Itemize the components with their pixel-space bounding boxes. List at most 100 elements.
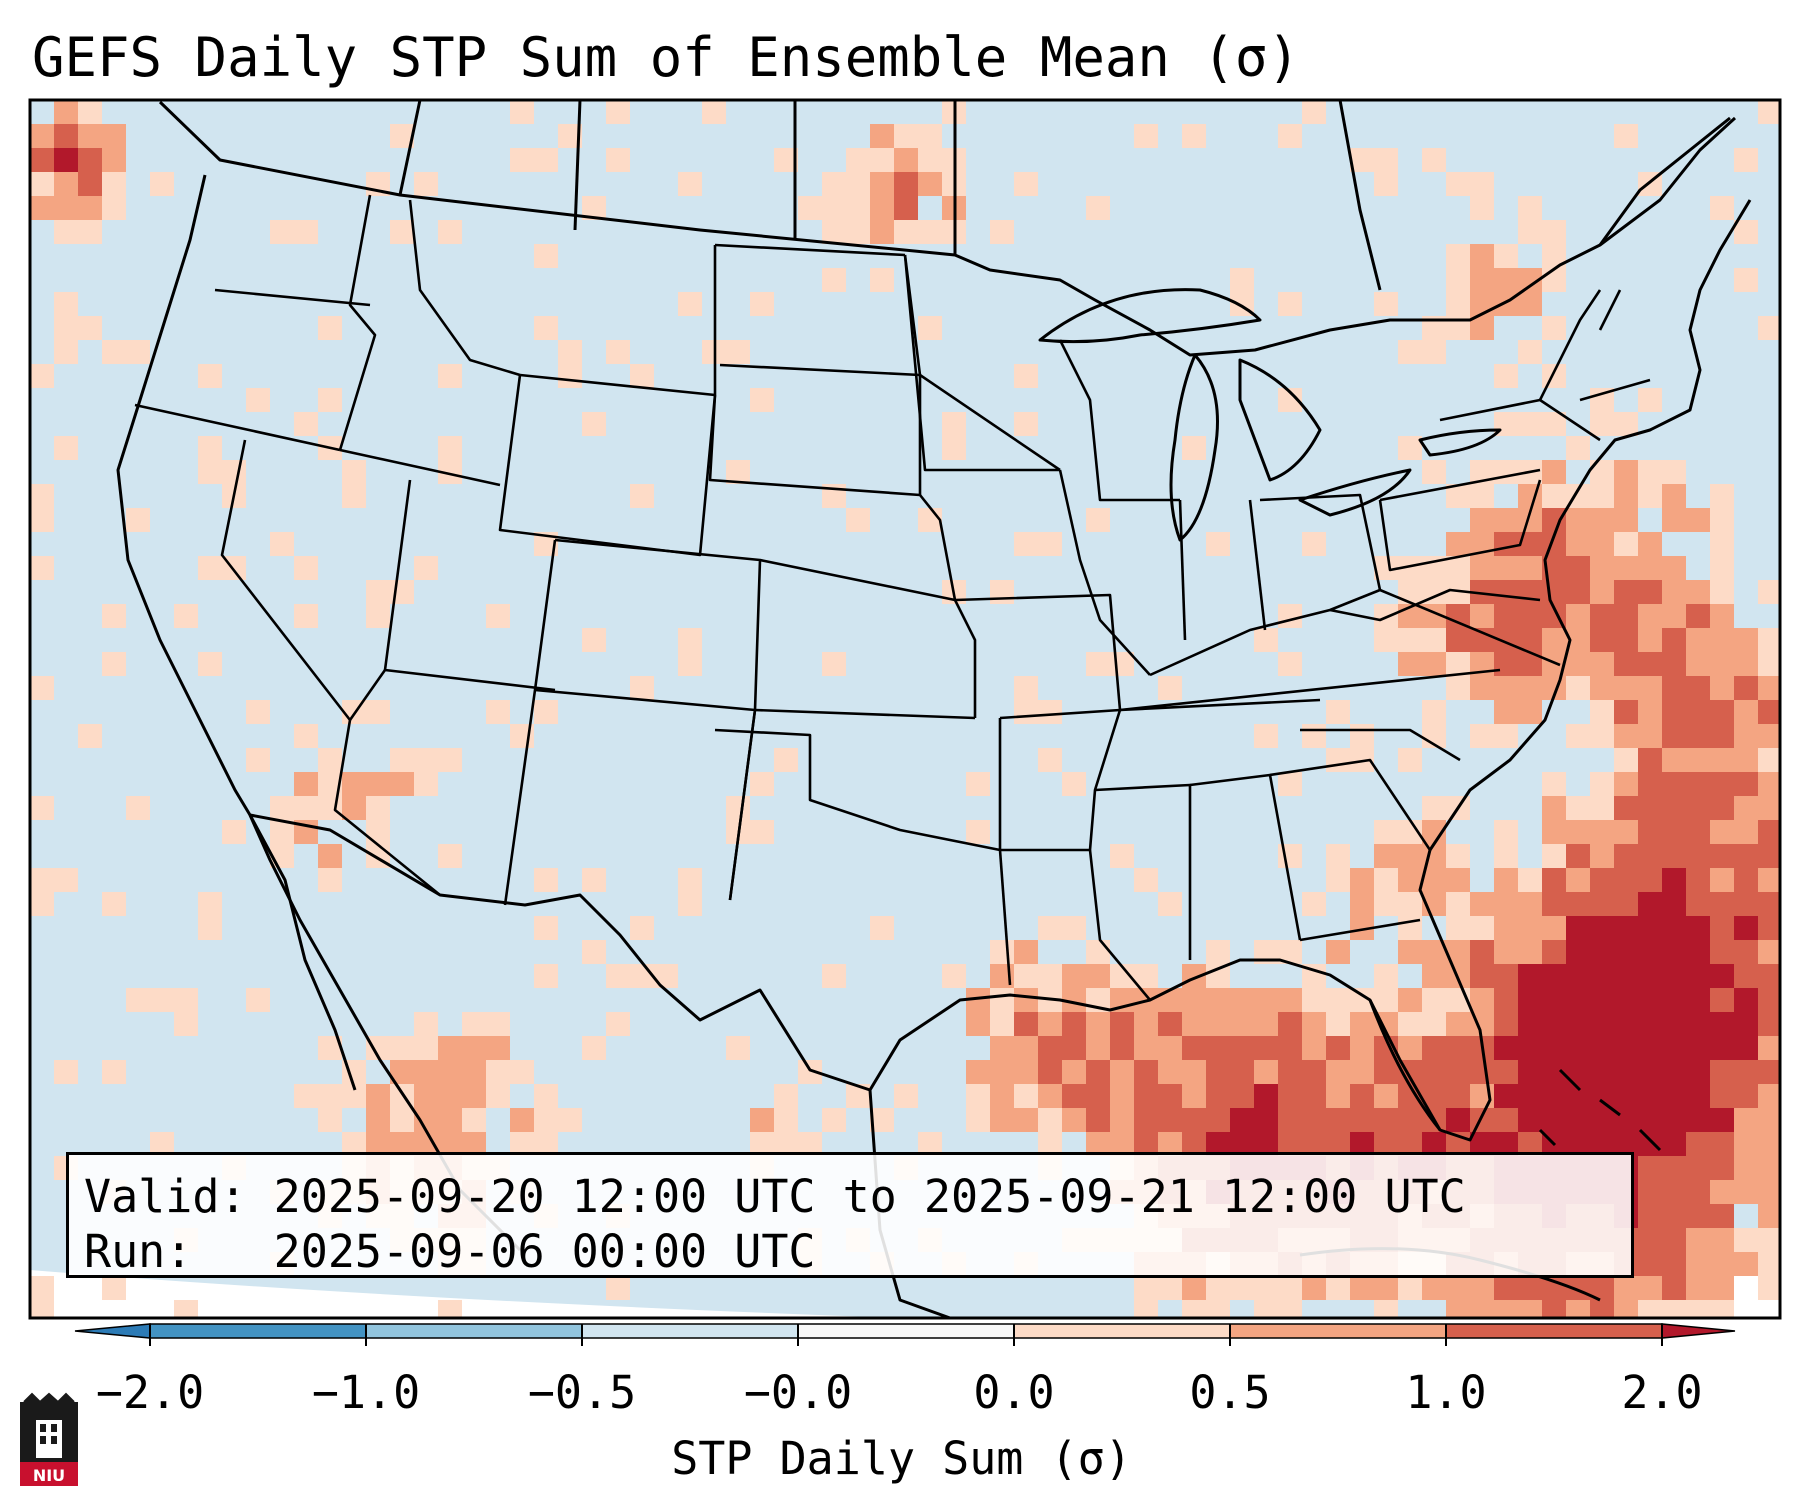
anomaly-cell (270, 532, 294, 556)
anomaly-cell (1686, 940, 1710, 964)
anomaly-cell (78, 100, 102, 124)
anomaly-cell (1734, 724, 1758, 748)
anomaly-cell (1614, 748, 1638, 772)
anomaly-cell (1662, 1300, 1686, 1318)
anomaly-cell (414, 772, 438, 796)
anomaly-cell (414, 1060, 438, 1084)
anomaly-cell (1134, 1060, 1158, 1084)
anomaly-cell (1518, 940, 1542, 964)
anomaly-cell (1710, 508, 1734, 532)
anomaly-cell (1686, 916, 1710, 940)
anomaly-cell (1494, 508, 1518, 532)
anomaly-cell (1206, 532, 1230, 556)
anomaly-cell (1662, 964, 1686, 988)
anomaly-cell (438, 364, 462, 388)
anomaly-cell (1686, 1084, 1710, 1108)
anomaly-cell (1422, 1276, 1446, 1300)
anomaly-cell (222, 820, 246, 844)
anomaly-cell (606, 1012, 630, 1036)
anomaly-cell (1710, 484, 1734, 508)
anomaly-cell (1062, 1036, 1086, 1060)
anomaly-cell (1710, 724, 1734, 748)
anomaly-cell (1662, 1204, 1686, 1228)
anomaly-cell (1590, 1012, 1614, 1036)
anomaly-cell (1470, 988, 1494, 1012)
anomaly-cell (630, 916, 654, 940)
anomaly-cell (966, 1012, 990, 1036)
anomaly-cell (1374, 292, 1398, 316)
anomaly-cell (1398, 748, 1422, 772)
anomaly-cell (1518, 964, 1542, 988)
anomaly-cell (1590, 676, 1614, 700)
anomaly-cell (1206, 1300, 1230, 1318)
anomaly-cell (1062, 1060, 1086, 1084)
anomaly-cell (1014, 1060, 1038, 1084)
anomaly-cell (1710, 940, 1734, 964)
anomaly-cell (1230, 1084, 1254, 1108)
anomaly-cell (1254, 724, 1278, 748)
anomaly-cell (1326, 940, 1350, 964)
anomaly-cell (1614, 412, 1638, 436)
us-canada-border (158, 100, 1737, 357)
anomaly-cell (30, 676, 54, 700)
anomaly-cell (1158, 1084, 1182, 1108)
anomaly-cell (1494, 1036, 1518, 1060)
anomaly-cell (1542, 796, 1566, 820)
anomaly-cell (1638, 580, 1662, 604)
anomaly-cell (1398, 1036, 1422, 1060)
anomaly-cell (582, 1036, 606, 1060)
anomaly-cell (486, 604, 510, 628)
anomaly-cell (1734, 772, 1758, 796)
anomaly-cell (1638, 1204, 1662, 1228)
anomaly-cell (102, 196, 126, 220)
anomaly-cell (1110, 844, 1134, 868)
anomaly-cell (726, 340, 750, 364)
anomaly-cell (1494, 916, 1518, 940)
anomaly-cell (54, 1060, 78, 1084)
anomaly-cell (750, 772, 774, 796)
anomaly-cell (1758, 988, 1780, 1012)
anomaly-cell (990, 1108, 1014, 1132)
anomaly-cell (750, 388, 774, 412)
anomaly-cell (462, 1060, 486, 1084)
anomaly-cell (1422, 988, 1446, 1012)
anomaly-cell (294, 772, 318, 796)
valid-row: Valid: 2025-09-20 12:00 UTC to 2025-09-2… (84, 1169, 1631, 1224)
colorbar-tick-label: 0.5 (1189, 1366, 1271, 1419)
anomaly-cell (1206, 940, 1230, 964)
anomaly-cell (1518, 340, 1542, 364)
anomaly-cell (1758, 316, 1780, 340)
anomaly-cell (1230, 1108, 1254, 1132)
run-value: 2025-09-06 00:00 UTC (273, 1225, 816, 1278)
anomaly-cell (534, 148, 558, 172)
anomaly-cell (990, 988, 1014, 1012)
anomaly-cell (78, 172, 102, 196)
anomaly-cell (822, 220, 846, 244)
anomaly-cell (1518, 892, 1542, 916)
lake-superior (1038, 288, 1262, 344)
anomaly-cell (1278, 772, 1302, 796)
anomaly-cell (1446, 1084, 1470, 1108)
canada-province (573, 100, 582, 231)
anomaly-cell (942, 436, 966, 460)
anomaly-cell (1470, 940, 1494, 964)
anomaly-cell (1206, 1084, 1230, 1108)
anomaly-cell (1614, 556, 1638, 580)
anomaly-cell (1590, 412, 1614, 436)
anomaly-cell (1566, 844, 1590, 868)
anomaly-cell (318, 868, 342, 892)
anomaly-cell (1470, 892, 1494, 916)
projection-edge (30, 1270, 900, 1318)
anomaly-cell (1614, 724, 1638, 748)
anomaly-cell (126, 796, 150, 820)
anomaly-cell (318, 844, 342, 868)
anomaly-cell (1542, 1108, 1566, 1132)
anomaly-cell (1446, 1060, 1470, 1084)
anomaly-cell (30, 364, 54, 388)
anomaly-cell (1758, 772, 1780, 796)
anomaly-cell (1542, 940, 1566, 964)
anomaly-cell (1110, 1012, 1134, 1036)
anomaly-cell (1374, 820, 1398, 844)
anomaly-cell (1374, 1300, 1398, 1318)
anomaly-cell (1758, 964, 1780, 988)
